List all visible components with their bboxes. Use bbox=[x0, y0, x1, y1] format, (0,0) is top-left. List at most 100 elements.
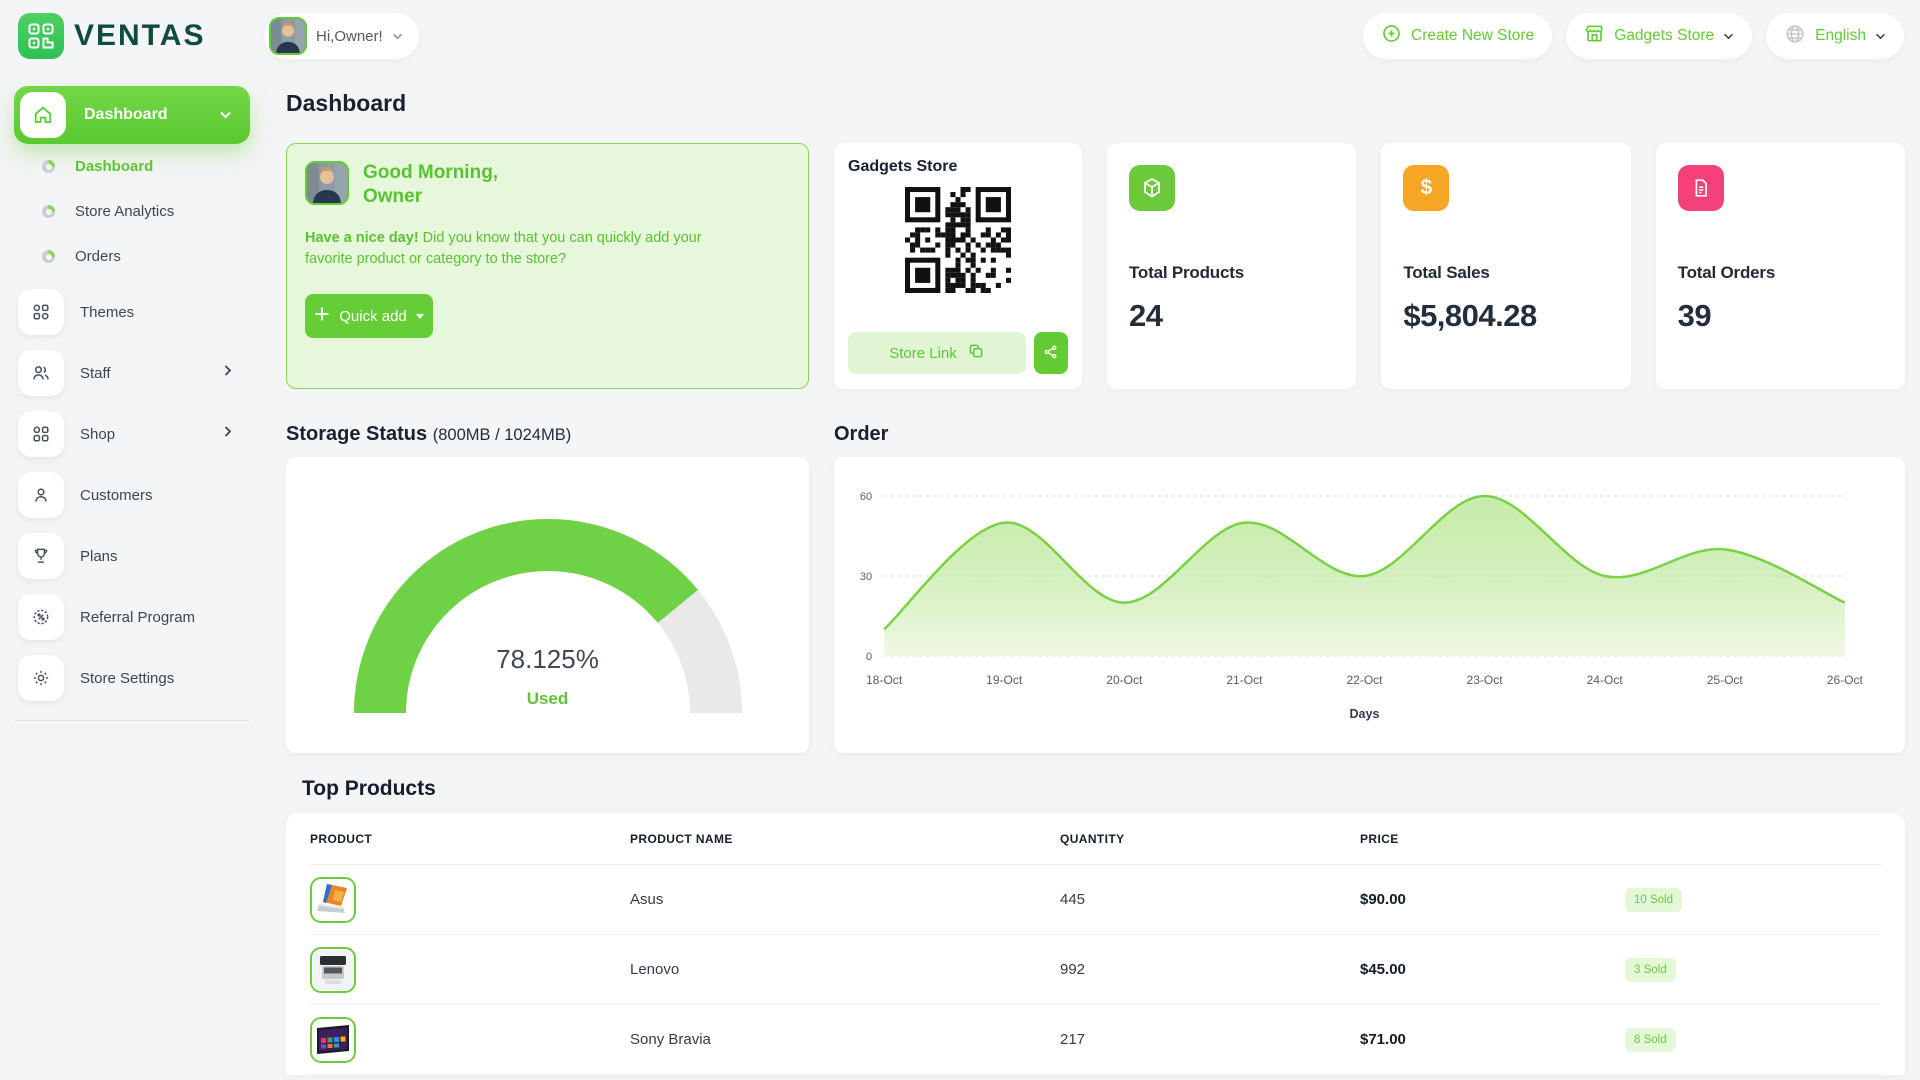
sidebar-item-customers[interactable]: Customers bbox=[14, 467, 250, 523]
sidebar: Dashboard Dashboard Store Analytics Orde… bbox=[0, 72, 264, 741]
cube-icon bbox=[1129, 165, 1175, 211]
svg-text:22-Oct: 22-Oct bbox=[1346, 673, 1383, 687]
storage-caption: Used bbox=[526, 689, 569, 708]
store-link-button[interactable]: Store Link bbox=[848, 332, 1026, 374]
svg-text:Days: Days bbox=[1350, 707, 1380, 721]
page-title: Dashboard bbox=[286, 90, 407, 116]
storage-gauge: 78.125% Used bbox=[333, 501, 763, 727]
store-card-title: Gadgets Store bbox=[848, 158, 958, 175]
brand-name: VENTAS bbox=[74, 19, 206, 52]
svg-text:25-Oct: 25-Oct bbox=[1707, 673, 1744, 687]
svg-text:24-Oct: 24-Oct bbox=[1587, 673, 1624, 687]
store-qr-card: Gadgets Store Store Link bbox=[834, 143, 1082, 389]
sidebar-item-shop[interactable]: Shop bbox=[14, 406, 250, 462]
grid-icon bbox=[18, 411, 64, 457]
top-products-table: PRODUCT PRODUCT NAME QUANTITY PRICE Asus… bbox=[286, 813, 1905, 1075]
sidebar-item-plans[interactable]: Plans bbox=[14, 528, 250, 584]
topbar: VENTAS Hi,Owner! Create New Store bbox=[0, 0, 1920, 72]
sidebar-item-themes[interactable]: Themes bbox=[14, 284, 250, 340]
chevron-down-icon bbox=[1723, 27, 1734, 45]
stat-card-total-products: Total Products 24 bbox=[1107, 143, 1357, 389]
svg-text:23-Oct: 23-Oct bbox=[1467, 673, 1504, 687]
people-icon bbox=[18, 350, 64, 396]
plus-icon bbox=[314, 306, 330, 326]
chevron-right-icon bbox=[224, 425, 232, 443]
caret-down-icon bbox=[415, 313, 424, 319]
person-icon bbox=[18, 472, 64, 518]
create-new-store-button[interactable]: Create New Store bbox=[1363, 13, 1553, 59]
document-icon bbox=[1677, 165, 1724, 211]
quick-add-button[interactable]: Quick add bbox=[305, 294, 433, 338]
qr-logo-icon bbox=[18, 13, 64, 59]
stat-card-total-orders: Total Orders 39 bbox=[1655, 143, 1905, 389]
sidebar-item-staff[interactable]: Staff bbox=[14, 345, 250, 401]
order-chart-title: Order bbox=[834, 423, 889, 445]
sold-badge: 8 Sold bbox=[1625, 1027, 1676, 1052]
chevron-down-icon bbox=[219, 106, 232, 124]
greeting-card: Good Morning, Owner Have a nice day! Did… bbox=[286, 143, 809, 389]
sidebar-item-dashboard[interactable]: Dashboard bbox=[14, 144, 250, 189]
table-header: PRODUCT PRODUCT NAME QUANTITY PRICE bbox=[310, 813, 1881, 865]
main-content: Dashboard Good Morning, Owner bbox=[264, 72, 1920, 1075]
create-new-store-label: Create New Store bbox=[1411, 27, 1535, 44]
globe-icon bbox=[1784, 23, 1806, 50]
order-chart-card: 0 30 60 18-Oct 19-Oct 20-Oct 21-Oct 22-Oct 23-Oc… bbox=[834, 457, 1905, 753]
language-label: English bbox=[1815, 27, 1866, 44]
owner-avatar bbox=[305, 161, 349, 205]
stat-card-total-sales: $ Total Sales $5,804.28 bbox=[1381, 143, 1631, 389]
sidebar-item-store-analytics[interactable]: Store Analytics bbox=[14, 189, 250, 234]
trophy-icon bbox=[18, 533, 64, 579]
donut-icon bbox=[42, 160, 55, 173]
svg-text:19-Oct: 19-Oct bbox=[986, 673, 1023, 687]
donut-icon bbox=[42, 250, 55, 263]
svg-text:20-Oct: 20-Oct bbox=[1106, 673, 1143, 687]
percent-badge-icon bbox=[18, 594, 64, 640]
table-row[interactable]: Asus 445 $90.00 10 Sold bbox=[310, 865, 1881, 935]
home-icon bbox=[20, 92, 66, 138]
storage-status-title: Storage Status (800MB / 1024MB) bbox=[286, 423, 572, 445]
store-selector[interactable]: Gadgets Store bbox=[1566, 13, 1753, 59]
chevron-down-icon bbox=[392, 27, 403, 45]
sidebar-item-orders[interactable]: Orders bbox=[14, 234, 250, 279]
storage-gauge-card: 78.125% Used bbox=[286, 457, 809, 753]
sidebar-divider bbox=[14, 720, 250, 721]
topbar-actions: Create New Store Gadgets Store English bbox=[1363, 13, 1904, 59]
store-selector-label: Gadgets Store bbox=[1614, 27, 1715, 44]
grid-icon bbox=[18, 289, 64, 335]
sidebar-item-store-settings[interactable]: Store Settings bbox=[14, 650, 250, 706]
user-greeting: Hi,Owner! bbox=[316, 27, 383, 45]
product-image-sony-bravia bbox=[310, 1016, 356, 1063]
share-button[interactable] bbox=[1034, 332, 1068, 374]
user-avatar bbox=[269, 17, 307, 55]
svg-text:21-Oct: 21-Oct bbox=[1226, 673, 1263, 687]
chevron-right-icon bbox=[224, 364, 232, 382]
brand-logo[interactable]: VENTAS bbox=[18, 13, 264, 59]
gear-icon bbox=[18, 655, 64, 701]
plus-circle-icon bbox=[1381, 23, 1402, 49]
greeting-title: Good Morning, Owner bbox=[363, 162, 499, 207]
svg-text:60: 60 bbox=[860, 491, 872, 503]
user-menu[interactable]: Hi,Owner! bbox=[264, 13, 419, 59]
sidebar-group-label: Dashboard bbox=[84, 106, 168, 123]
share-nodes-icon bbox=[1043, 344, 1059, 363]
svg-text:0: 0 bbox=[866, 651, 872, 663]
sidebar-group-dashboard[interactable]: Dashboard bbox=[14, 86, 250, 144]
sidebar-item-referral-program[interactable]: Referral Program bbox=[14, 589, 250, 645]
sold-badge: 3 Sold bbox=[1625, 957, 1676, 982]
chevron-down-icon bbox=[1875, 27, 1886, 45]
svg-text:30: 30 bbox=[860, 571, 872, 583]
table-row[interactable]: Lenovo 992 $45.00 3 Sold bbox=[310, 935, 1881, 1005]
svg-text:26-Oct: 26-Oct bbox=[1827, 673, 1864, 687]
dollar-icon: $ bbox=[1403, 165, 1450, 211]
language-selector[interactable]: English bbox=[1766, 13, 1904, 59]
svg-text:18-Oct: 18-Oct bbox=[866, 673, 903, 687]
storage-percent: 78.125% bbox=[496, 644, 599, 674]
order-area-chart: 0 30 60 18-Oct 19-Oct 20-Oct 21-Oct 22-Oct 23-Oc… bbox=[860, 491, 1864, 721]
table-row[interactable]: Sony Bravia 217 $71.00 8 Sold bbox=[310, 1005, 1881, 1075]
product-image-asus bbox=[310, 876, 356, 923]
top-products-title: Top Products bbox=[302, 777, 436, 800]
copy-icon bbox=[967, 342, 985, 364]
greeting-message: Have a nice day! Did you know that you c… bbox=[305, 229, 702, 268]
sold-badge: 10 Sold bbox=[1625, 887, 1683, 912]
qr-code bbox=[905, 187, 1011, 298]
